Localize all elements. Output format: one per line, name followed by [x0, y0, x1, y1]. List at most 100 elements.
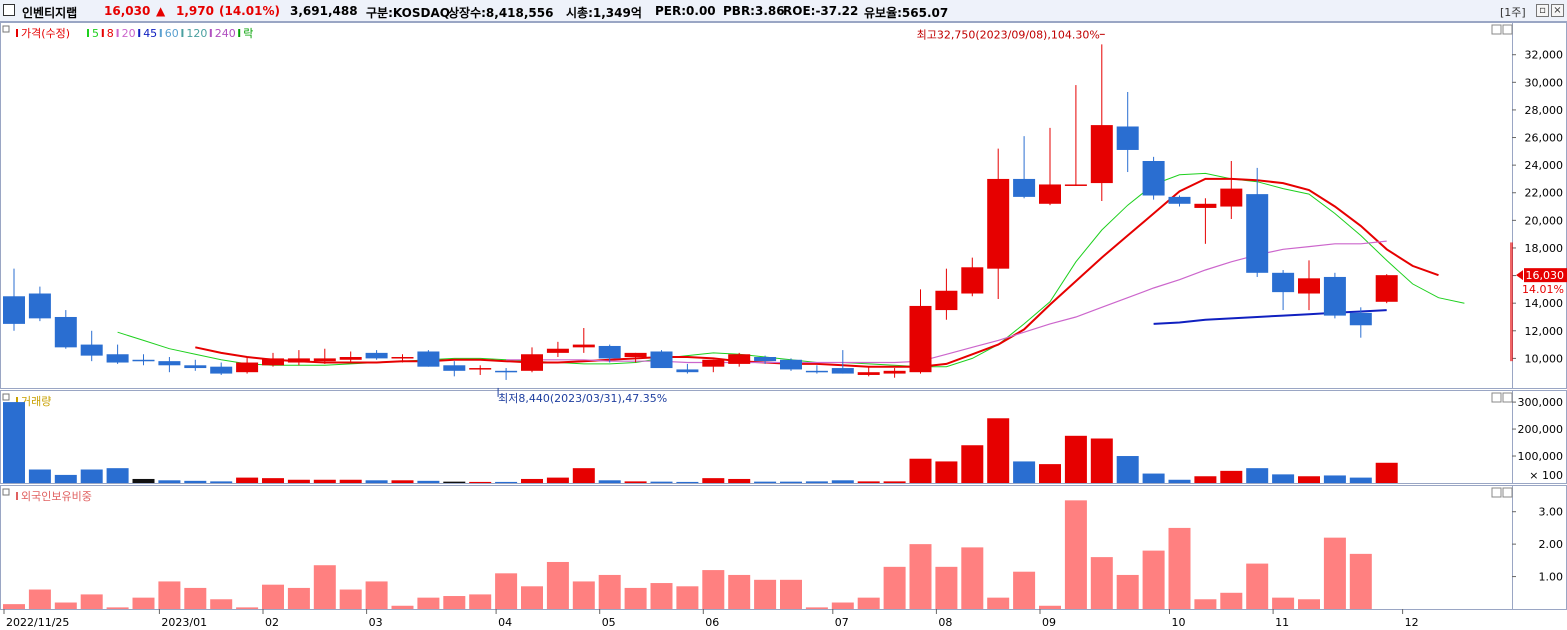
foreign-bar — [780, 579, 802, 609]
panel-close-icon[interactable] — [1502, 392, 1513, 403]
panel-restore-icon[interactable] — [1491, 487, 1502, 498]
candle-body — [391, 357, 414, 359]
foreign-bar — [443, 596, 466, 609]
volume-bar — [702, 478, 725, 483]
stock-chart[interactable]: 가격(수정) 5 8 20 45 60 120 240 락10,00012,00014,0001… — [0, 22, 1567, 630]
select-checkbox[interactable] — [3, 4, 15, 16]
foreign-bar — [1246, 563, 1269, 609]
period-selector[interactable]: [1주] — [1500, 6, 1526, 19]
foreign-legend: 외국인보유비중 — [21, 490, 92, 503]
foreign-bar — [1323, 537, 1346, 609]
legend-marker — [16, 29, 18, 37]
foreign-bar — [728, 574, 751, 609]
volume-bar — [1323, 475, 1346, 483]
panel-close-icon[interactable] — [1502, 487, 1513, 498]
panel-toggle-icon — [2, 488, 10, 496]
volume-bar — [80, 469, 103, 483]
volume-bar — [1013, 461, 1036, 483]
candle-body — [469, 368, 492, 370]
legend-item-4: 45 — [143, 27, 157, 40]
foreign-bar — [1116, 574, 1139, 609]
volume-bar — [546, 477, 569, 483]
volume-bar — [1246, 468, 1269, 483]
x-tick-label: 02 — [265, 616, 279, 629]
retention-ratio: 유보율:565.07 — [864, 6, 949, 20]
volume-bar — [158, 480, 181, 483]
foreign-bar — [624, 587, 647, 609]
candle-body — [417, 351, 440, 367]
trade-volume: 3,691,488 — [290, 4, 358, 18]
close-icon[interactable]: × — [1551, 4, 1564, 17]
foreign-bar — [3, 604, 25, 609]
title-bar: 인벤티지랩 16,030 ▲ 1,970 (14.01%) 3,691,488 … — [0, 0, 1567, 22]
volume-bar — [132, 478, 155, 483]
foreign-bar — [80, 594, 103, 609]
foreign-bar — [805, 607, 828, 609]
x-tick-label: 2022/11/25 — [6, 616, 69, 629]
foreign-bar — [417, 597, 440, 609]
foreign-bar — [598, 574, 621, 609]
legend-marker — [138, 29, 141, 37]
volume-bar — [909, 458, 932, 483]
candle-body — [961, 267, 984, 294]
volume-tick-label: 100,000 — [1518, 450, 1564, 463]
foreign-tick-label: 1.00 — [1539, 571, 1564, 584]
low-annotation: 최저8,440(2023/03/31),47.35% — [498, 392, 667, 405]
range-bar — [1510, 242, 1513, 362]
foreign-bar — [1090, 557, 1113, 609]
candle-body — [365, 352, 388, 359]
volume-bar — [1116, 456, 1139, 483]
candle-body — [1246, 194, 1269, 273]
foreign-bar — [1013, 571, 1036, 609]
panel-toggle-icon — [2, 25, 10, 33]
roe-value: ROE:-37.22 — [783, 4, 859, 18]
candle-body — [1168, 196, 1191, 204]
legend-marker — [16, 492, 18, 500]
volume-bar — [3, 402, 25, 483]
foreign-bar — [883, 566, 906, 609]
candle-body — [935, 290, 958, 311]
last-price-box — [1524, 268, 1567, 283]
candle-body — [1064, 184, 1087, 186]
panel-restore-icon[interactable] — [1491, 24, 1502, 35]
volume-bar — [469, 481, 492, 483]
volume-bar — [339, 479, 362, 483]
last-price-label: 16,030 — [1526, 269, 1565, 282]
legend-marker — [238, 29, 241, 37]
market-type: 구분:KOSDAQ — [366, 6, 450, 20]
volume-bar — [262, 478, 284, 483]
volume-bar — [754, 481, 777, 483]
volume-bar — [598, 480, 621, 483]
volume-bar — [1142, 473, 1165, 483]
panel-close-icon[interactable] — [1502, 24, 1513, 35]
candle-body — [572, 344, 595, 348]
foreign-bar — [106, 607, 129, 609]
price-change-pct: (14.01%) — [219, 4, 280, 18]
restore-icon[interactable]: ▫ — [1536, 4, 1549, 17]
candle-body — [780, 359, 802, 370]
foreign-bar — [339, 589, 362, 609]
candle-body — [702, 359, 725, 367]
candle-body — [54, 316, 77, 348]
foreign-bar — [1142, 550, 1165, 609]
candle-body — [676, 369, 699, 373]
x-tick-label: 09 — [1042, 616, 1056, 629]
legend-marker — [209, 29, 212, 37]
foreign-bar — [28, 589, 51, 609]
foreign-bar — [935, 566, 958, 609]
foreign-bar — [1220, 592, 1243, 609]
panel-restore-icon[interactable] — [1491, 392, 1502, 403]
x-tick-label: 07 — [835, 616, 849, 629]
x-tick-label: 05 — [602, 616, 616, 629]
volume-bar — [805, 481, 828, 483]
volume-bar — [495, 481, 518, 483]
candle-body — [805, 370, 828, 373]
candle-body — [1349, 312, 1372, 326]
volume-bar — [1039, 464, 1061, 483]
foreign-bar — [909, 544, 932, 609]
foreign-bar — [546, 561, 569, 609]
last-price-marker-icon — [1516, 270, 1523, 281]
candle-body — [546, 348, 569, 353]
volume-bar — [1168, 479, 1191, 483]
high-annotation: 최고32,750(2023/09/08),104.30% — [917, 28, 1100, 41]
